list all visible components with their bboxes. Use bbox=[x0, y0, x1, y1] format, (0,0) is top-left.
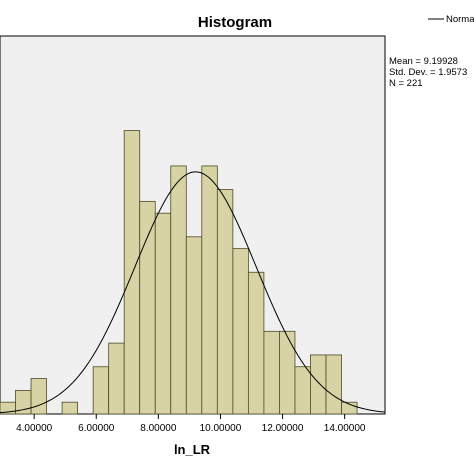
stats-box: Mean = 9.19928 Std. Dev. = 1.9573 N = 22… bbox=[389, 56, 467, 89]
stat-std-dev: Std. Dev. = 1.9573 bbox=[389, 67, 467, 78]
histogram-bar bbox=[123, 130, 141, 415]
histogram-bar bbox=[341, 401, 358, 415]
stat-n: N = 221 bbox=[389, 78, 423, 89]
histogram-bar bbox=[310, 354, 327, 415]
stat-mean: Mean = 9.19928 bbox=[389, 56, 458, 67]
x-tick-label: 10.00000 bbox=[200, 423, 242, 434]
histogram-bar bbox=[108, 342, 125, 415]
histogram-bar bbox=[263, 330, 280, 415]
histogram-bar bbox=[61, 401, 79, 415]
histogram-bar bbox=[325, 354, 342, 415]
histogram-bar bbox=[294, 366, 311, 415]
x-tick-label: 12.00000 bbox=[262, 423, 304, 434]
histogram-bar bbox=[232, 248, 249, 415]
histogram-bar bbox=[216, 189, 234, 415]
histogram-bar bbox=[279, 330, 296, 415]
histogram-bar bbox=[185, 236, 203, 415]
x-tick-label: 8.00000 bbox=[140, 423, 177, 434]
histogram-bar bbox=[247, 271, 265, 415]
chart-title: Histogram bbox=[198, 14, 272, 31]
histogram-bar bbox=[170, 165, 187, 415]
x-axis-label: ln_LR bbox=[174, 442, 211, 457]
histogram-bar bbox=[154, 212, 172, 415]
histogram-bar bbox=[92, 366, 110, 415]
x-tick-label: 6.00000 bbox=[78, 423, 115, 434]
legend: Normal bbox=[428, 14, 474, 25]
normal-curve bbox=[0, 171, 386, 414]
x-axis-ticks: 4.00000 6.00000 8.00000 10.00000 12.00000 14.… bbox=[16, 414, 366, 434]
legend-normal-label: Normal bbox=[446, 14, 474, 25]
x-tick-label: 14.00000 bbox=[324, 423, 366, 434]
histogram-bar bbox=[30, 378, 47, 415]
x-tick-label: 4.00000 bbox=[16, 423, 53, 434]
histogram-bar bbox=[201, 165, 218, 415]
histogram-bar bbox=[139, 200, 156, 415]
histogram-bars bbox=[0, 130, 358, 415]
